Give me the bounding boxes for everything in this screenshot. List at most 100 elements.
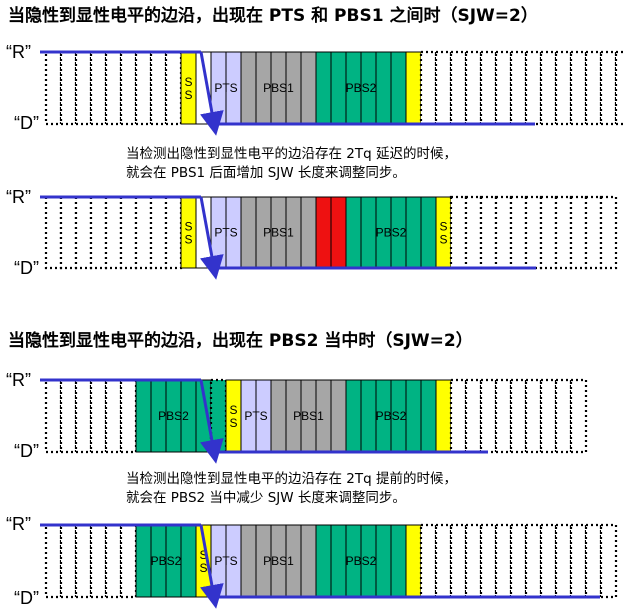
time-quantum-cell-pbs2 xyxy=(135,524,152,598)
time-quantum-cell-idle xyxy=(464,523,483,599)
time-quantum-cell-idle xyxy=(464,50,483,126)
time-quantum-cell-idle xyxy=(494,523,513,599)
time-quantum-cell-idle xyxy=(419,50,438,126)
time-quantum-cell-pbs1 xyxy=(240,524,257,598)
pts-segment-label: PTS xyxy=(214,554,237,568)
signal-falling-edge xyxy=(199,196,224,280)
signal-falling-edge xyxy=(199,51,224,136)
time-quantum-cell-pbs2 xyxy=(315,524,332,598)
time-quantum-cell-idle xyxy=(584,523,603,599)
time-quantum-cell-idle xyxy=(59,378,78,454)
time-quantum-cell-idle xyxy=(149,195,168,270)
time-quantum-cell-pbs1 xyxy=(240,51,257,125)
time-quantum-cell-pbs2 xyxy=(135,379,152,453)
ss-segment-label: S xyxy=(184,75,192,89)
pbs2-segment-label: PBS2 xyxy=(158,409,189,423)
time-quantum-cell-pbs2 xyxy=(390,51,407,125)
ss-segment-label: S xyxy=(184,220,192,234)
time-quantum-cell-idle xyxy=(104,195,123,270)
recessive-level-label: “R” xyxy=(6,42,31,62)
time-quantum-cell-idle xyxy=(569,523,588,599)
time-quantum-cell-idle xyxy=(524,378,543,454)
time-quantum-cell-pbs2 xyxy=(345,196,362,269)
time-quantum-cell-idle xyxy=(44,50,63,126)
recessive-level-label: “R” xyxy=(6,370,31,390)
signal-falling-edge xyxy=(199,379,224,464)
recessive-level-label: “R” xyxy=(6,187,31,207)
time-quantum-cell-idle xyxy=(134,195,153,270)
time-quantum-cell-idle xyxy=(554,50,573,126)
time-quantum-cell-idle xyxy=(554,523,573,599)
time-quantum-cell-idle xyxy=(494,378,513,454)
time-quantum-cell-idle xyxy=(59,50,78,126)
time-quantum-cell-pbs2 xyxy=(390,524,407,598)
time-quantum-cell-idle xyxy=(524,195,543,270)
time-quantum-cell-idle xyxy=(89,378,108,454)
time-quantum-cell-idle xyxy=(59,523,78,599)
time-quantum-cell-pbs2 xyxy=(420,379,437,453)
time-quantum-cell-pbs2 xyxy=(420,196,437,269)
time-quantum-cell-idle xyxy=(569,50,588,126)
pts-segment-label: PTS xyxy=(244,409,267,423)
time-quantum-cell-ss xyxy=(405,51,422,125)
pbs1-segment-label: PBS1 xyxy=(263,81,294,95)
timing-diagram-pts-pbs1-delay: “R” “D” SS PTS PBS1 PBS2 xyxy=(6,42,624,136)
time-quantum-cell-idle xyxy=(74,378,93,454)
dominant-level-label: “D” xyxy=(14,113,39,133)
time-quantum-cell-idle xyxy=(74,50,93,126)
time-quantum-cell-idle xyxy=(524,523,543,599)
time-quantum-cell-idle xyxy=(449,50,468,126)
time-quantum-cell-idle xyxy=(149,50,168,126)
time-quantum-cell-idle xyxy=(494,50,513,126)
time-quantum-cell-pbs2 xyxy=(330,524,347,598)
time-quantum-cell-idle xyxy=(104,378,123,454)
time-quantum-cell-idle xyxy=(464,195,483,270)
time-quantum-cell-idle xyxy=(599,50,618,126)
time-quantum-cell-ss xyxy=(435,379,452,453)
time-quantum-cell-idle xyxy=(479,523,498,599)
pts-segment-label: PTS xyxy=(214,226,237,240)
caption-2-line-1: 当检测出隐性到显性电平的边沿存在 2Tq 提前的时候， xyxy=(126,470,457,487)
time-quantum-cell-pbs1 xyxy=(240,196,257,269)
time-quantum-cell-idle xyxy=(119,378,138,454)
time-quantum-cell-idle xyxy=(509,378,528,454)
time-quantum-cell-pbs2 xyxy=(375,524,392,598)
time-quantum-cell-idle xyxy=(599,195,618,270)
time-quantum-cell-idle xyxy=(479,50,498,126)
dominant-level-label: “D” xyxy=(14,258,39,278)
time-quantum-cell-idle xyxy=(134,50,153,126)
time-quantum-cell-idle xyxy=(449,523,468,599)
time-quantum-cell-idle xyxy=(119,523,138,599)
ss-segment-label: S xyxy=(439,233,447,247)
ss-segment-label: S xyxy=(184,88,192,102)
time-quantum-cell-sjw xyxy=(330,196,347,269)
time-quantum-cell-idle xyxy=(164,50,183,126)
section-title-2: 当隐性到显性电平的边沿，出现在 PBS2 当中时（SJW=2） xyxy=(8,330,473,351)
time-quantum-cell-idle xyxy=(539,50,558,126)
caption-1-line-1: 当检测出隐性到显性电平的边沿存在 2Tq 延迟的时候， xyxy=(126,146,457,162)
timing-diagram-pbs2-advance: “R” “D” PBS2 SS PTS PBS1 PBS2 xyxy=(6,370,588,464)
time-quantum-cell-idle xyxy=(509,50,528,126)
time-quantum-cell-sjw xyxy=(315,196,332,269)
pbs2-segment-label: PBS2 xyxy=(346,554,377,568)
caption-1-line-2: 就会在 PBS1 后面增加 SJW 长度来调整同步。 xyxy=(126,165,406,181)
time-quantum-cell-pbs2 xyxy=(315,51,332,125)
pbs2-segment-label: PBS2 xyxy=(151,554,182,568)
time-quantum-cell-idle xyxy=(44,523,63,599)
time-quantum-cell-pbs1 xyxy=(300,524,317,598)
time-quantum-cell-idle xyxy=(569,195,588,270)
time-quantum-cell-idle xyxy=(44,378,63,454)
time-quantum-cell-idle xyxy=(434,50,453,126)
ss-segment-label: S xyxy=(184,233,192,247)
time-quantum-cell-idle xyxy=(509,195,528,270)
caption-2-line-2: 就会在 PBS2 当中减少 SJW 长度来调整同步。 xyxy=(126,490,406,506)
pbs1-segment-label: PBS1 xyxy=(293,409,324,423)
time-quantum-cell-idle xyxy=(554,195,573,270)
time-quantum-cell-idle xyxy=(119,195,138,270)
time-quantum-cell-idle xyxy=(164,195,183,270)
time-quantum-cell-idle xyxy=(524,50,543,126)
ss-segment-label: S xyxy=(229,403,237,417)
time-quantum-cell-pbs2 xyxy=(180,524,197,598)
section-title-1: 当隐性到显性电平的边沿，出现在 PTS 和 PBS1 之间时（SJW=2） xyxy=(8,5,538,26)
ss-segment-label: S xyxy=(229,416,237,430)
